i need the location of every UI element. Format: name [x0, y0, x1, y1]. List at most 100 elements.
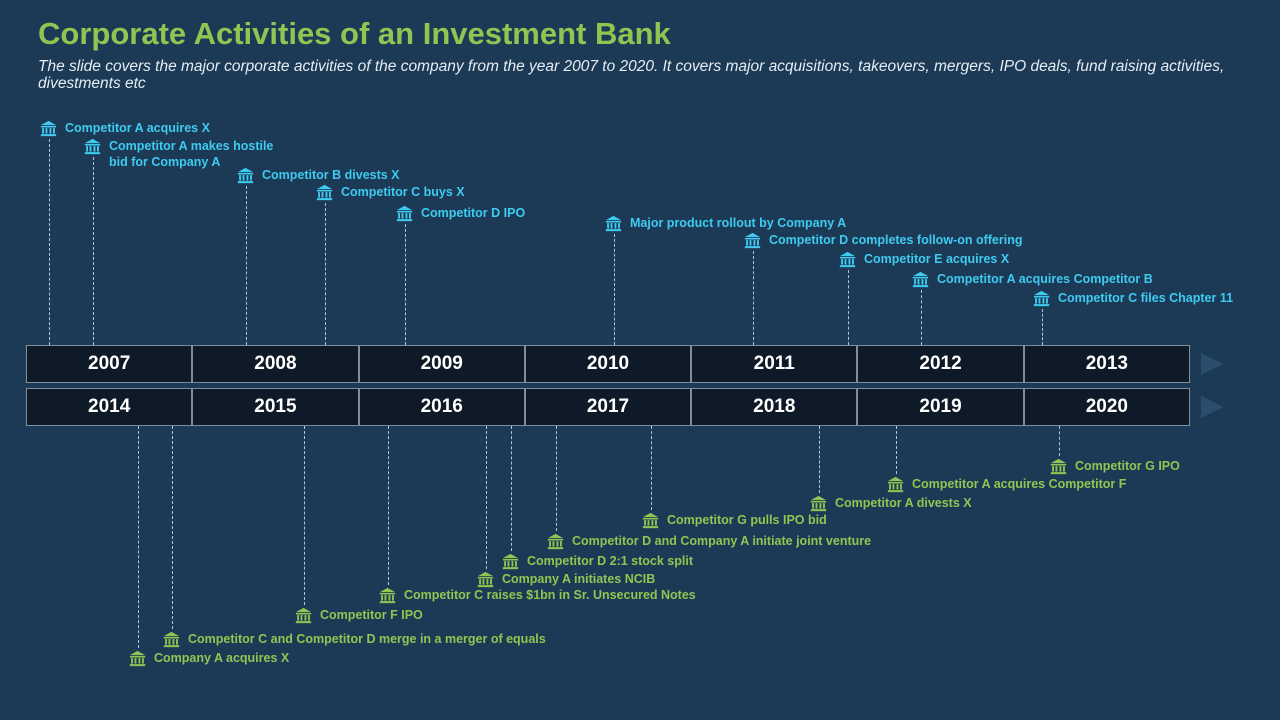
dashed-connector — [614, 234, 615, 345]
bank-building-icon — [839, 251, 856, 268]
dashed-connector — [651, 426, 652, 510]
timeline-row-2014-2020: 2014 2015 2016 2017 2018 2019 2020 — [26, 388, 1190, 426]
bottom-event: Competitor A divests X — [810, 495, 972, 512]
year-2016: 2016 — [358, 388, 525, 426]
bottom-event: Company A initiates NCIB — [477, 571, 655, 588]
year-2009: 2009 — [358, 345, 525, 383]
dashed-connector — [848, 270, 849, 345]
dashed-connector — [556, 426, 557, 531]
year-2018: 2018 — [691, 388, 858, 426]
top-event: Competitor A acquires X — [40, 120, 210, 137]
bottom-event: Competitor D 2:1 stock split — [502, 553, 693, 570]
event-label: Company A initiates NCIB — [502, 572, 656, 586]
year-2011: 2011 — [691, 345, 858, 383]
bank-building-icon — [163, 631, 180, 648]
event-label: Competitor B divests X — [262, 168, 400, 182]
year-2015: 2015 — [192, 388, 359, 426]
bottom-event: Competitor F IPO — [295, 607, 423, 624]
year-2014: 2014 — [26, 388, 193, 426]
bank-building-icon — [887, 476, 904, 493]
event-label: Competitor D completes follow-on offerin… — [769, 233, 1023, 247]
event-label: Competitor C raises $1bn in Sr. Unsecure… — [404, 588, 696, 602]
bank-building-icon — [912, 271, 929, 288]
event-label: Competitor D and Company A initiate join… — [572, 534, 872, 548]
bank-building-icon — [84, 138, 101, 155]
event-label: Competitor A acquires Competitor F — [912, 477, 1127, 491]
top-event: Competitor D completes follow-on offerin… — [744, 232, 1022, 249]
bank-building-icon — [316, 184, 333, 201]
timeline-arrow-icon — [1201, 353, 1223, 375]
dashed-connector — [921, 290, 922, 345]
bank-building-icon — [237, 167, 254, 184]
bank-building-icon — [502, 553, 519, 570]
dashed-connector — [388, 426, 389, 585]
year-2020: 2020 — [1023, 388, 1190, 426]
page-title: Corporate Activities of an Investment Ba… — [38, 16, 671, 51]
bottom-event: Competitor C raises $1bn in Sr. Unsecure… — [379, 587, 696, 604]
bank-building-icon — [642, 512, 659, 529]
event-label: Competitor C files Chapter 11 — [1058, 291, 1234, 305]
bank-building-icon — [1033, 290, 1050, 307]
event-label: Competitor G pulls IPO bid — [667, 513, 827, 527]
page-subtitle: The slide covers the major corporate act… — [38, 58, 1225, 92]
event-label: Competitor G IPO — [1075, 459, 1180, 473]
bank-building-icon — [295, 607, 312, 624]
event-label: Competitor A acquires Competitor B — [937, 272, 1153, 286]
timeline-arrow-icon — [1201, 396, 1223, 418]
top-event: Competitor A makes hostile bid for Compan… — [84, 138, 273, 170]
bank-building-icon — [810, 495, 827, 512]
bottom-event: Company A acquires X — [129, 650, 289, 667]
event-label: Major product rollout by Company A — [630, 216, 847, 230]
dashed-connector — [405, 224, 406, 345]
bank-building-icon — [547, 533, 564, 550]
year-2013: 2013 — [1023, 345, 1190, 383]
top-event: Major product rollout by Company A — [605, 215, 846, 232]
bottom-event: Competitor G IPO — [1050, 458, 1180, 475]
event-label: Company A acquires X — [154, 651, 290, 665]
bottom-event: Competitor G pulls IPO bid — [642, 512, 827, 529]
event-label: Competitor D 2:1 stock split — [527, 554, 693, 568]
top-event: Competitor E acquires X — [839, 251, 1009, 268]
bottom-event: Competitor C and Competitor D merge in a… — [163, 631, 546, 648]
year-2012: 2012 — [857, 345, 1024, 383]
dashed-connector — [246, 186, 247, 345]
dashed-connector — [172, 426, 173, 629]
dashed-connector — [49, 139, 50, 345]
top-event: Competitor A acquires Competitor B — [912, 271, 1153, 288]
dashed-connector — [819, 426, 820, 493]
event-label: Competitor F IPO — [320, 608, 423, 622]
top-event: Competitor C buys X — [316, 184, 465, 201]
year-2008: 2008 — [192, 345, 359, 383]
top-event: Competitor D IPO — [396, 205, 525, 222]
top-event: Competitor C files Chapter 11 — [1033, 290, 1233, 307]
event-label: Competitor E acquires X — [864, 252, 1010, 266]
bank-building-icon — [40, 120, 57, 137]
year-2010: 2010 — [524, 345, 692, 383]
event-label: Competitor A makes hostile bid for Compan… — [109, 139, 274, 169]
bottom-event: Competitor D and Company A initiate join… — [547, 533, 871, 550]
dashed-connector — [325, 203, 326, 345]
top-event: Competitor B divests X — [237, 167, 400, 184]
dashed-connector — [486, 426, 487, 569]
year-2007: 2007 — [26, 345, 193, 383]
event-label: Competitor D IPO — [421, 206, 526, 220]
dashed-connector — [753, 251, 754, 345]
dashed-connector — [1059, 426, 1060, 456]
dashed-connector — [93, 157, 94, 345]
dashed-connector — [138, 426, 139, 648]
bank-building-icon — [1050, 458, 1067, 475]
dashed-connector — [1042, 309, 1043, 345]
dashed-connector — [896, 426, 897, 474]
year-2017: 2017 — [524, 388, 692, 426]
event-label: Competitor A divests X — [835, 496, 972, 510]
bank-building-icon — [379, 587, 396, 604]
event-label: Competitor C and Competitor D merge in a… — [188, 632, 546, 646]
event-label: Competitor A acquires X — [65, 121, 210, 135]
bank-building-icon — [396, 205, 413, 222]
timeline-row-2007-2013: 2007 2008 2009 2010 2011 2012 2013 — [26, 345, 1190, 383]
bank-building-icon — [477, 571, 494, 588]
year-2019: 2019 — [857, 388, 1024, 426]
bottom-event: Competitor A acquires Competitor F — [887, 476, 1126, 493]
event-label: Competitor C buys X — [341, 185, 465, 199]
dashed-connector — [511, 426, 512, 551]
